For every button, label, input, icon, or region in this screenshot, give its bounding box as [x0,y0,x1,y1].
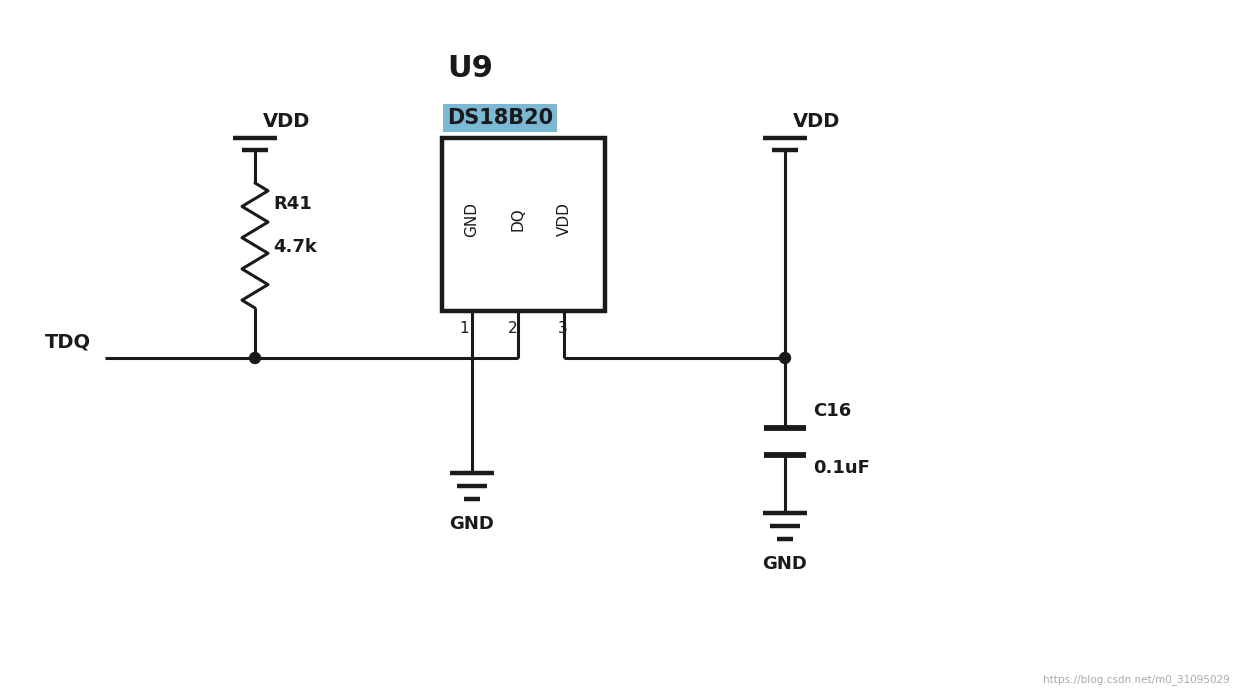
Text: VDD: VDD [794,112,841,131]
Text: VDD: VDD [262,112,311,131]
Text: VDD: VDD [557,202,572,236]
Text: TDQ: TDQ [45,333,92,352]
Text: GND: GND [449,515,494,533]
Text: 1: 1 [459,321,469,336]
Text: U9: U9 [447,54,493,83]
Text: R41: R41 [274,195,312,213]
Circle shape [250,353,260,364]
Text: https://blog.csdn.net/m0_31095029: https://blog.csdn.net/m0_31095029 [1044,674,1231,685]
Text: 3: 3 [558,321,568,336]
Bar [442,138,605,311]
Circle shape [780,353,791,364]
Text: 4.7k: 4.7k [274,238,317,256]
Text: C16: C16 [813,402,852,420]
Text: DQ: DQ [510,208,525,231]
Text: 0.1uF: 0.1uF [813,459,870,477]
Text: GND: GND [464,202,479,237]
Text: 2: 2 [508,321,517,336]
Text: DS18B20: DS18B20 [447,108,553,128]
Text: GND: GND [763,555,807,573]
